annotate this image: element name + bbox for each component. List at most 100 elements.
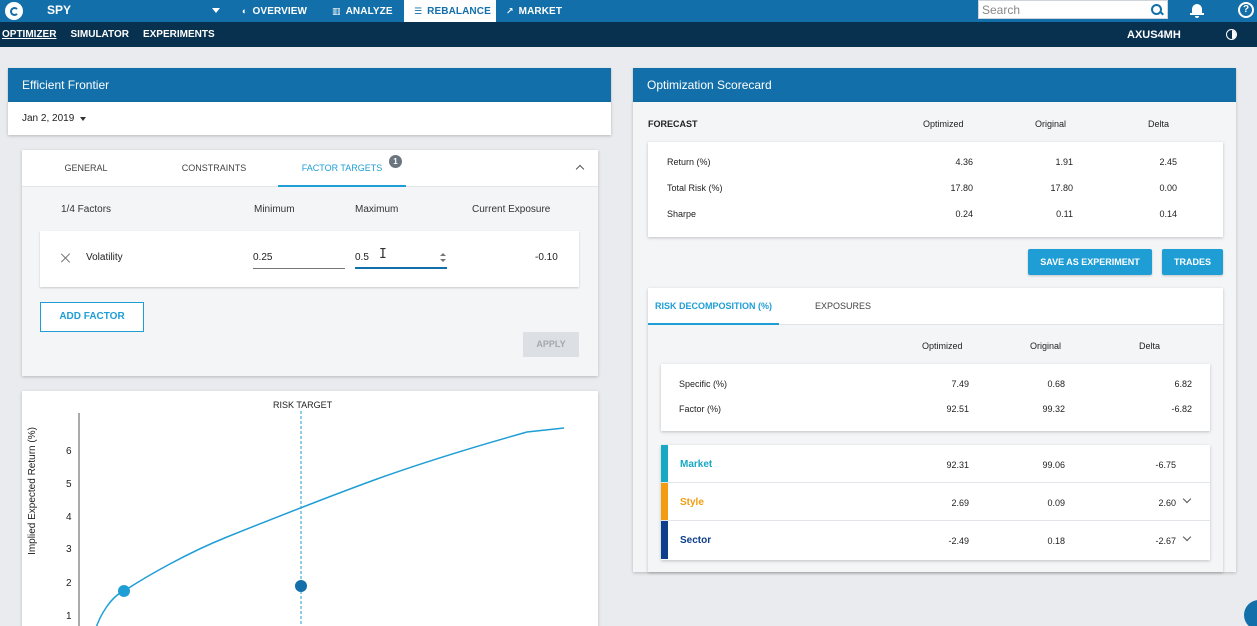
category-value: -2.67: [1155, 536, 1176, 546]
top-nav-bar: SPY ◐ OVERVIEW ▥ ANALYZE ☰ REBALANCE ↗ MARKE…: [0, 0, 1257, 22]
forecast-value: 4.36: [955, 157, 973, 167]
sub-nav: OPTIMIZER SIMULATOR EXPERIMENTS: [2, 22, 229, 47]
minimum-header: Minimum: [254, 204, 295, 215]
trades-button[interactable]: TRADES: [1162, 249, 1223, 275]
y-tick: 6: [66, 446, 72, 457]
date-selector-card: Jan 2, 2019: [8, 102, 611, 135]
risk-target-label: RISK TARGET: [273, 400, 333, 410]
current-exposure-value: -0.10: [535, 252, 558, 263]
ticker-dropdown-caret-icon[interactable]: [212, 8, 220, 13]
forecast-row-label: Total Risk (%): [667, 183, 723, 193]
forecast-value: 1.91: [1055, 157, 1073, 167]
current-portfolio-point[interactable]: [118, 585, 130, 597]
category-name: Sector: [680, 535, 712, 546]
sub-nav-bar: OPTIMIZER SIMULATOR EXPERIMENTS AXUS4MH: [0, 22, 1257, 47]
tab-factor-targets[interactable]: FACTOR TARGETS: [278, 150, 406, 187]
col-original: Original: [1035, 119, 1067, 129]
risk-value: 7.49: [951, 379, 969, 389]
risk-row-label: Factor (%): [679, 404, 722, 414]
frontier-chart: RISK TARGET Implied Expected Return (%) …: [22, 391, 598, 626]
y-tick: 4: [66, 512, 72, 523]
y-tick: 3: [66, 544, 72, 555]
tab-risk-decomposition[interactable]: RISK DECOMPOSITION (%): [648, 288, 779, 325]
factor-name: Volatility: [86, 252, 123, 263]
current-exposure-header: Current Exposure: [472, 204, 551, 215]
subnav-optimizer[interactable]: OPTIMIZER: [2, 29, 57, 40]
tab-constraints[interactable]: CONSTRAINTS: [181, 163, 247, 173]
risk-row-label: Specific (%): [679, 379, 728, 389]
category-value: 2.60: [1158, 498, 1176, 508]
efficient-frontier-header: Efficient Frontier: [8, 68, 611, 102]
apply-button[interactable]: APPLY: [523, 332, 579, 357]
nav-rebalance[interactable]: ☰ REBALANCE: [404, 0, 496, 22]
risk-value: -6.82: [1171, 404, 1192, 414]
tab-general[interactable]: GENERAL: [64, 163, 108, 173]
bell-icon[interactable]: [1190, 2, 1204, 18]
forecast-label: FORECAST: [648, 119, 698, 129]
forecast-table: Return (%) 4.36 1.91 2.45 Total Risk (%)…: [648, 142, 1223, 237]
forecast-value: 17.80: [950, 183, 973, 193]
subnav-experiments[interactable]: EXPERIMENTS: [142, 29, 215, 40]
save-as-experiment-button[interactable]: SAVE AS EXPERIMENT: [1028, 249, 1152, 275]
forecast-row-label: Return (%): [667, 157, 711, 167]
app-logo-icon[interactable]: [5, 2, 23, 20]
main-nav: ◐ OVERVIEW ▥ ANALYZE ☰ REBALANCE ↗ MARKET: [232, 0, 576, 22]
factor-targets-badge: 1: [389, 155, 402, 168]
forecast-value: 0.14: [1159, 209, 1177, 219]
frontier-curve: [95, 427, 565, 626]
help-icon[interactable]: ?: [1238, 2, 1254, 18]
number-spinner-icon[interactable]: [440, 253, 446, 263]
category-value: 0.09: [1047, 498, 1065, 508]
subnav-simulator[interactable]: SIMULATOR: [70, 29, 129, 40]
date-caret-icon[interactable]: [80, 117, 86, 121]
risk-value: 92.51: [946, 404, 969, 414]
collapse-chevron-icon[interactable]: [575, 164, 585, 174]
risk-value: 0.68: [1047, 379, 1065, 389]
scorecard-body: FORECAST Optimized Original Delta Return…: [633, 102, 1236, 572]
expand-chevron-icon[interactable]: [1182, 532, 1192, 542]
contrast-toggle-icon[interactable]: [1226, 29, 1237, 40]
factor-count: 1/4 Factors: [61, 204, 112, 215]
factor-row: Volatility 0.25 0.5 I -0.10: [40, 231, 579, 287]
category-row-market[interactable]: Market 92.31 99.06 -6.75: [661, 445, 1210, 483]
remove-factor-icon[interactable]: [60, 252, 72, 264]
sector-color-bar: [661, 521, 668, 559]
forecast-value: 17.80: [1050, 183, 1073, 193]
constraints-card: GENERAL CONSTRAINTS FACTOR TARGETS 1 1/4…: [22, 150, 598, 376]
speedometer-icon: ◐: [242, 6, 248, 16]
category-name: Market: [680, 459, 713, 470]
col-original: Original: [1030, 341, 1062, 351]
minimum-input[interactable]: 0.25: [253, 249, 345, 269]
category-row-sector[interactable]: Sector -2.49 0.18 -2.67: [661, 521, 1210, 559]
risk-summary-table: Specific (%) 7.49 0.68 6.82 Factor (%) 9…: [661, 364, 1210, 431]
category-value: 0.18: [1047, 536, 1065, 546]
tab-exposures[interactable]: EXPOSURES: [814, 301, 872, 311]
category-row-style[interactable]: Style 2.69 0.09 2.60: [661, 483, 1210, 521]
forecast-value: 0.00: [1159, 183, 1177, 193]
date-selector[interactable]: Jan 2, 2019: [22, 113, 75, 124]
account-id: AXUS4MH: [1127, 29, 1181, 41]
chat-launcher-icon[interactable]: [1244, 600, 1257, 626]
market-color-bar: [661, 445, 668, 482]
constraint-tabs: GENERAL CONSTRAINTS FACTOR TARGETS 1: [22, 150, 598, 187]
risk-value: 99.32: [1042, 404, 1065, 414]
frontier-plot: [78, 411, 565, 626]
line-chart-icon: ↗: [506, 5, 514, 16]
search-input[interactable]: Search: [978, 0, 1168, 19]
risk-category-table: Market 92.31 99.06 -6.75 Style 2.69 0.09…: [661, 445, 1210, 560]
maximum-input[interactable]: 0.5 I: [355, 247, 447, 269]
forecast-value: 0.11: [1056, 209, 1073, 219]
nav-market[interactable]: ↗ MARKET: [506, 5, 563, 17]
col-optimized: Optimized: [922, 341, 963, 351]
scorecard-header: Optimization Scorecard: [633, 68, 1236, 102]
nav-analyze[interactable]: ▥ ANALYZE: [332, 5, 393, 17]
nav-overview[interactable]: ◐ OVERVIEW: [242, 5, 308, 17]
risk-decomposition-card: RISK DECOMPOSITION (%) EXPOSURES Optimiz…: [648, 288, 1223, 572]
ticker-selector[interactable]: SPY: [47, 3, 72, 17]
forecast-value: 2.45: [1159, 157, 1177, 167]
search-icon[interactable]: [1151, 3, 1163, 16]
risk-target-point[interactable]: [295, 580, 307, 592]
forecast-row-label: Sharpe: [667, 209, 697, 219]
add-factor-button[interactable]: ADD FACTOR: [40, 302, 144, 332]
expand-chevron-icon[interactable]: [1182, 494, 1192, 504]
